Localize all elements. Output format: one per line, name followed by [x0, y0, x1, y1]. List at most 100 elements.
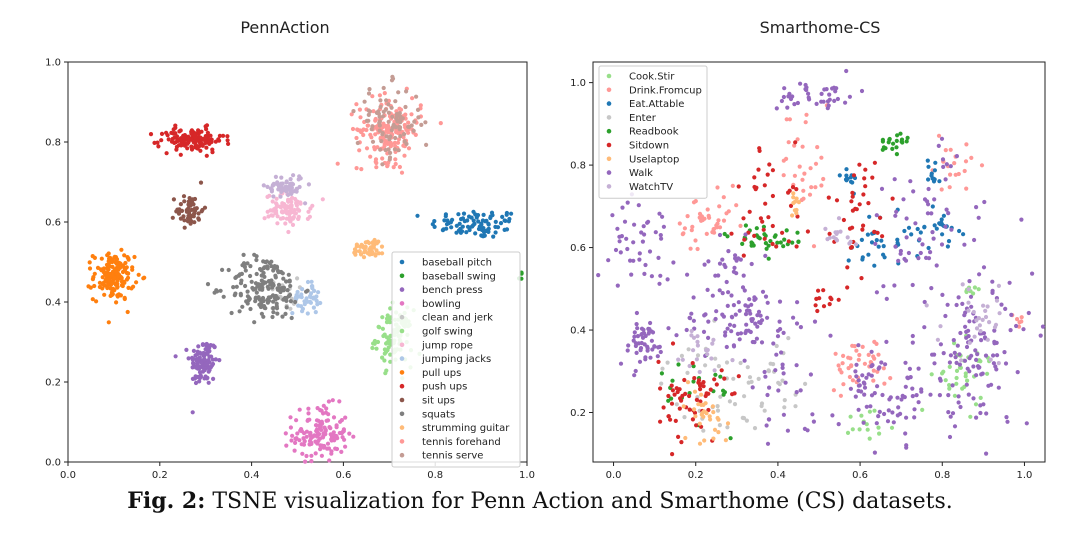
scatter-point: [280, 209, 285, 214]
scatter-point: [798, 325, 804, 330]
scatter-point: [643, 355, 648, 360]
scatter-point: [930, 230, 935, 235]
scatter-point: [275, 221, 280, 226]
scatter-point: [845, 430, 851, 435]
scatter-point: [506, 219, 511, 224]
scatter-point: [892, 283, 897, 288]
scatter-point: [872, 450, 878, 455]
legend-marker: [606, 156, 612, 162]
scatter-point: [976, 215, 981, 220]
scatter-point: [287, 292, 293, 298]
scatter-point: [171, 127, 176, 132]
scatter-point: [832, 98, 837, 103]
scatter-point: [237, 309, 242, 314]
scatter-point: [247, 295, 252, 300]
scatter-point: [173, 354, 178, 359]
scatter-point: [795, 214, 800, 219]
scatter-point: [625, 348, 630, 353]
scatter-point: [774, 106, 779, 111]
scatter-point: [396, 90, 401, 95]
scatter-point: [938, 378, 943, 383]
scatter-point: [638, 346, 644, 351]
scatter-point: [357, 249, 362, 254]
scatter-point: [658, 386, 663, 391]
scatter-point: [209, 354, 214, 359]
scatter-point: [187, 196, 192, 201]
scatter-point: [742, 394, 747, 399]
scatter-point: [319, 419, 324, 424]
scatter-point: [730, 358, 735, 363]
scatter-point: [706, 335, 711, 340]
scatter-point: [888, 376, 893, 381]
scatter-point: [400, 116, 405, 121]
scatter-point: [819, 183, 824, 188]
scatter-point: [221, 294, 226, 299]
scatter-point: [954, 381, 959, 386]
scatter-point: [862, 392, 867, 397]
scatter-point: [195, 374, 200, 380]
scatter-point: [318, 443, 323, 448]
scatter-point: [873, 241, 878, 246]
scatter-point: [979, 338, 984, 343]
scatter-point: [804, 112, 809, 117]
scatter-point: [381, 333, 386, 339]
scatter-point: [857, 383, 862, 388]
caption-label: Fig. 2:: [127, 488, 206, 514]
scatter-point: [859, 276, 864, 281]
scatter-point: [378, 147, 383, 152]
scatter-point: [751, 243, 756, 248]
scatter-point: [628, 258, 633, 263]
scatter-point: [755, 324, 760, 329]
scatter-point: [396, 119, 401, 124]
scatter-point: [300, 287, 305, 292]
scatter-point: [102, 292, 107, 297]
scatter-point: [217, 138, 222, 143]
scatter-point: [373, 157, 379, 162]
scatter-point: [997, 311, 1002, 316]
scatter-point: [926, 186, 931, 192]
scatter-point: [304, 434, 309, 439]
scatter-point: [874, 290, 880, 295]
scatter-point: [464, 230, 469, 235]
scatter-point: [679, 440, 684, 445]
scatter-point: [391, 165, 396, 170]
scatter-point: [762, 232, 767, 237]
scatter-point: [185, 136, 191, 142]
scatter-point: [293, 436, 298, 441]
scatter-point: [890, 196, 895, 201]
scatter-point: [1021, 327, 1026, 332]
scatter-point: [661, 405, 666, 410]
scatter-point: [874, 341, 879, 346]
scatter-point: [725, 234, 730, 239]
scatter-point: [749, 261, 754, 267]
scatter-point: [767, 162, 772, 167]
scatter-point: [713, 273, 718, 278]
scatter-point: [687, 315, 692, 320]
scatter-point: [850, 190, 855, 195]
scatter-point: [257, 302, 262, 307]
legend-marker: [399, 439, 405, 444]
scatter-point: [125, 275, 131, 280]
scatter-point: [771, 341, 776, 346]
scatter-point: [701, 384, 706, 389]
legend-marker: [399, 273, 405, 279]
scatter-point: [268, 208, 273, 213]
scatter-point: [358, 115, 363, 120]
scatter-point: [690, 361, 695, 366]
scatter-point: [738, 223, 743, 228]
scatter-point: [107, 277, 112, 283]
scatter-point: [966, 308, 971, 313]
legend-marker: [399, 425, 405, 430]
legend-label: jumping jacks: [421, 354, 491, 365]
scatter-point: [115, 278, 120, 283]
scatter-point: [696, 402, 701, 407]
scatter-point: [972, 285, 978, 290]
scatter-point: [197, 379, 202, 384]
scatter-point: [803, 381, 808, 386]
scatter-point: [752, 233, 757, 238]
scatter-point: [940, 157, 946, 162]
scatter-point: [861, 192, 866, 197]
scatter-point: [932, 352, 937, 357]
scatter-point: [719, 368, 724, 373]
scatter-point: [777, 319, 782, 324]
